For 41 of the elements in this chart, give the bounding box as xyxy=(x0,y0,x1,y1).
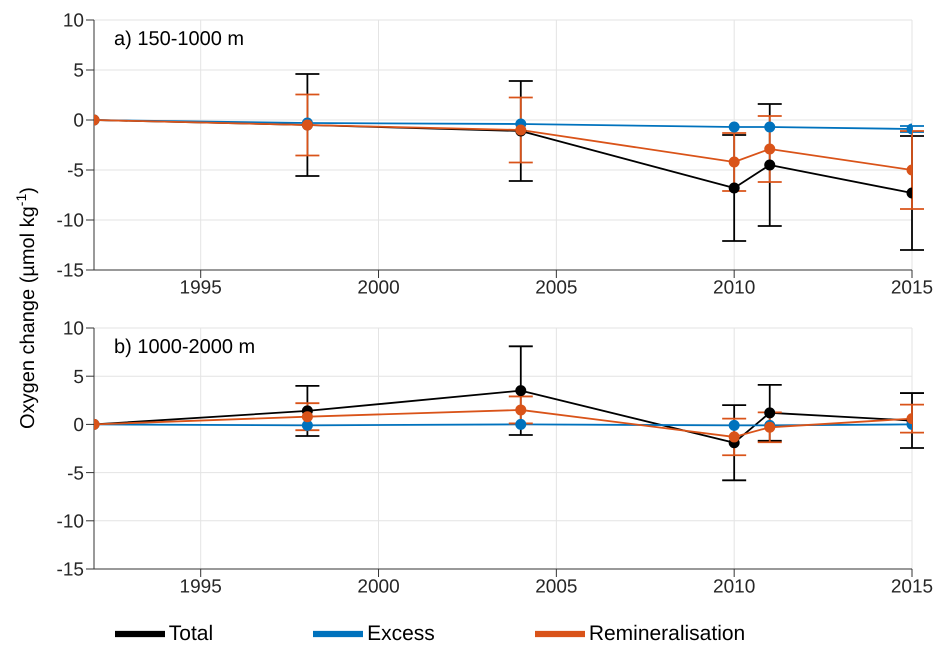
x-tick-label: 1995 xyxy=(180,576,222,598)
y-tick-label: 0 xyxy=(73,415,84,436)
x-tick-label: 1995 xyxy=(180,277,222,298)
y-tick-label: -15 xyxy=(56,560,84,581)
x-tick-label: 2000 xyxy=(357,576,400,598)
y-tick-label: 10 xyxy=(62,10,84,32)
y-tick-label: 5 xyxy=(73,366,84,388)
legend-label: Remineralisation xyxy=(588,622,746,645)
y-tick-label: -5 xyxy=(67,463,84,484)
point xyxy=(728,156,740,168)
x-tick-label: 2000 xyxy=(357,277,400,298)
point xyxy=(764,122,776,132)
point xyxy=(728,122,740,132)
point xyxy=(728,420,740,431)
legend-label: Excess xyxy=(367,622,435,645)
x-tick-label: 2015 xyxy=(890,277,934,298)
annotation: a) 150-1000 m xyxy=(114,28,244,51)
point xyxy=(302,411,313,422)
x-tick-label: 2005 xyxy=(535,576,578,598)
point xyxy=(515,404,526,416)
point xyxy=(515,418,526,430)
y-tick-label: -10 xyxy=(56,210,84,232)
point xyxy=(764,407,776,418)
x-tick-label: 2005 xyxy=(535,277,578,298)
x-tick-label: 2010 xyxy=(713,576,756,598)
legend-label: Total xyxy=(168,622,214,645)
y-tick-label: 10 xyxy=(62,318,84,340)
y-tick-label: -10 xyxy=(56,512,84,533)
x-tick-label: 2015 xyxy=(890,576,934,598)
y-tick-label: -15 xyxy=(56,260,84,282)
y-tick-label: 0 xyxy=(73,110,84,132)
point xyxy=(764,160,776,170)
point xyxy=(515,385,526,396)
x-tick-label: 2010 xyxy=(713,277,756,298)
point xyxy=(728,182,740,194)
y-tick-label: -5 xyxy=(67,160,84,182)
point xyxy=(728,431,740,442)
annotation: b) 1000-2000 m xyxy=(114,336,256,359)
point xyxy=(764,144,776,154)
y-tick-label: 5 xyxy=(73,60,84,82)
point xyxy=(302,420,313,431)
